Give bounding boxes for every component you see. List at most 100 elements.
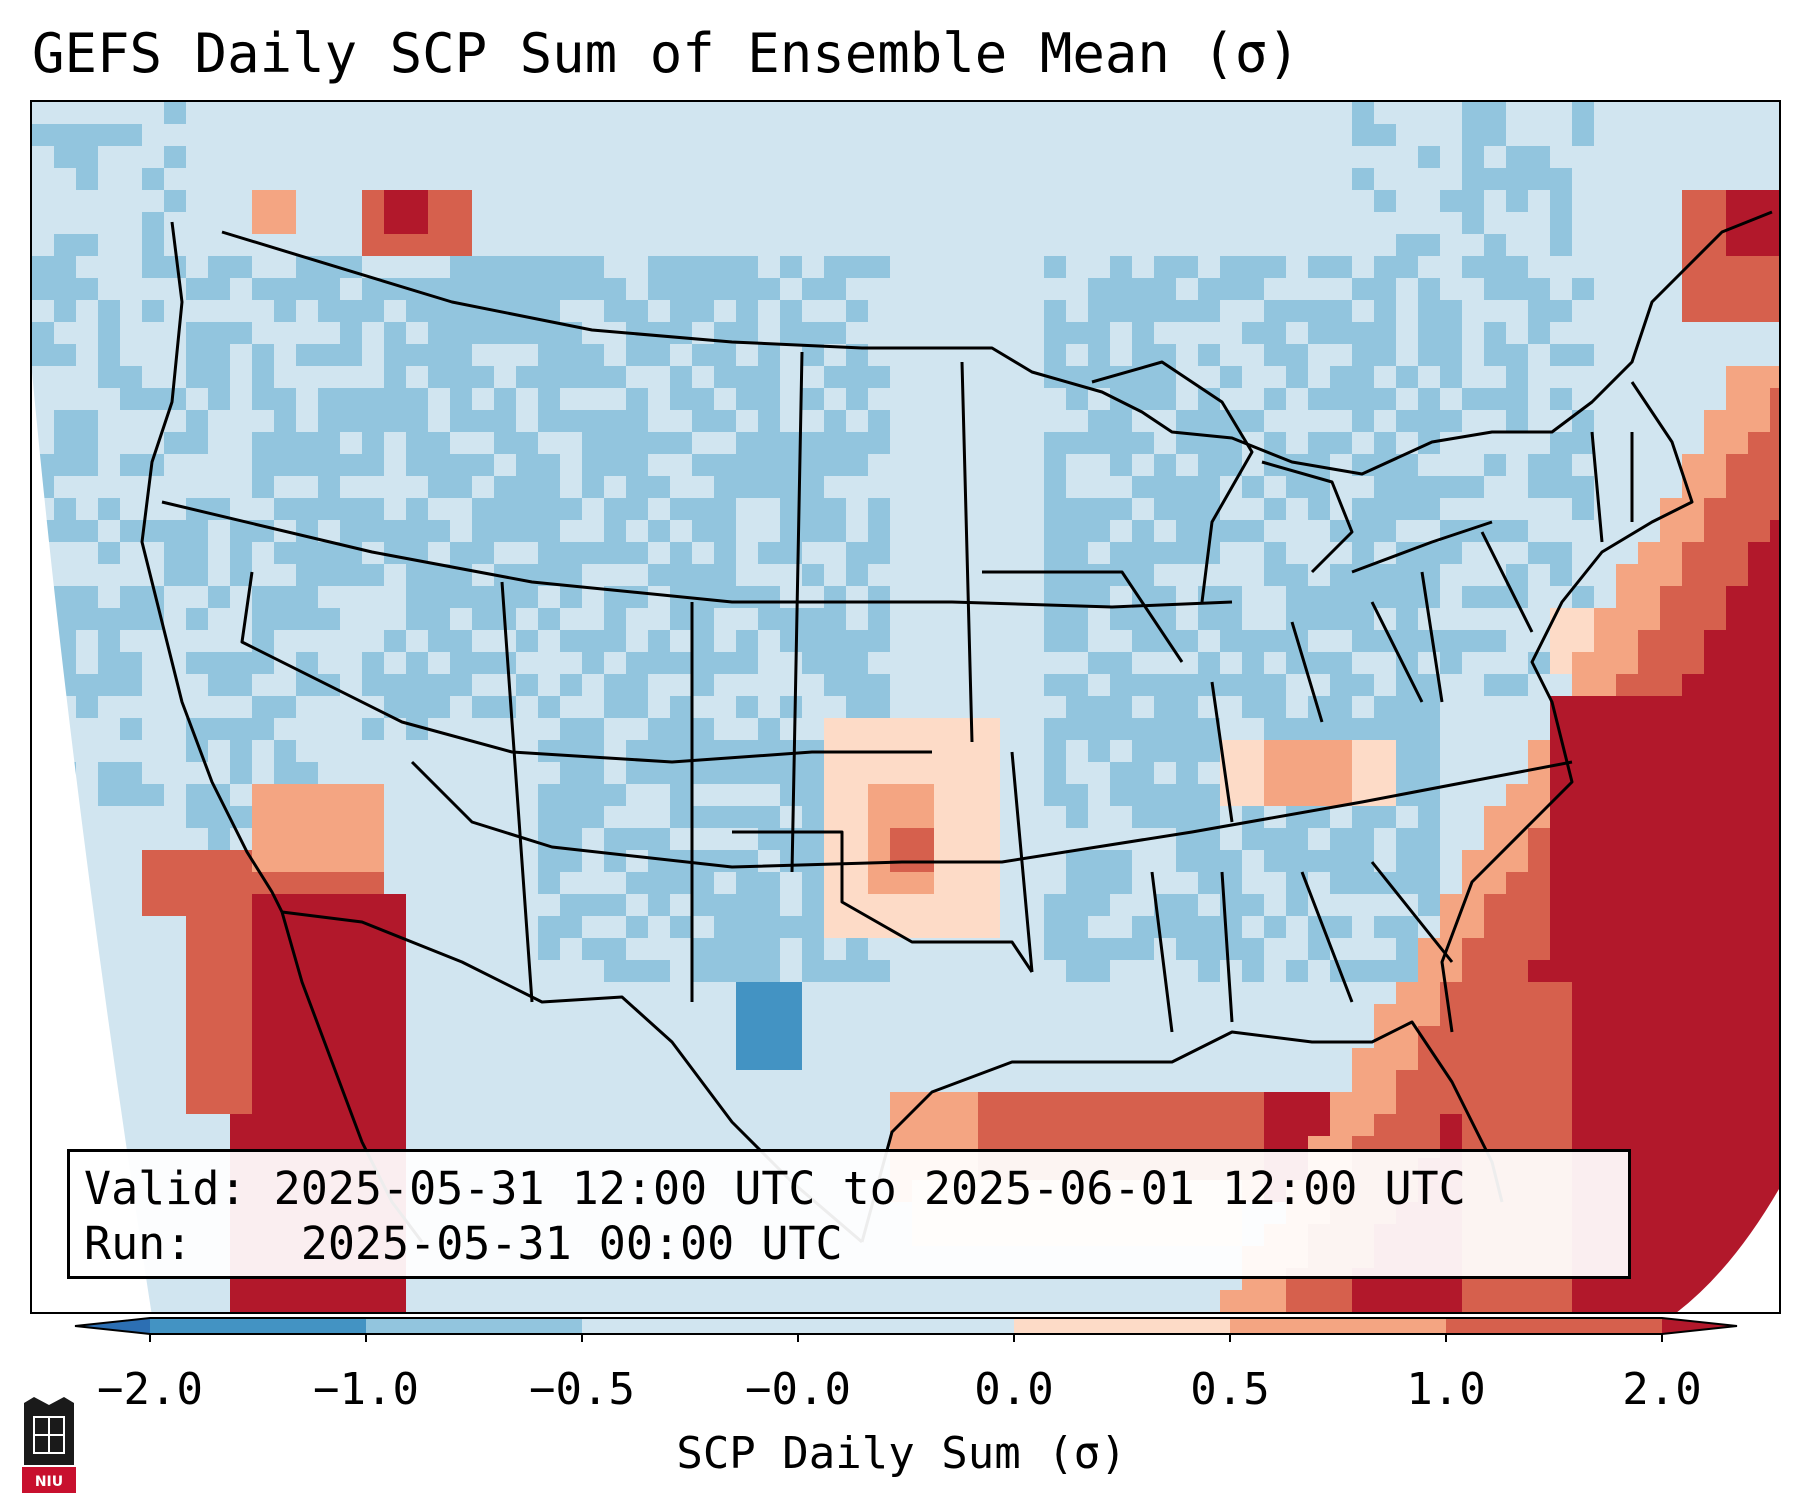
field-cell <box>208 432 231 455</box>
field-cell <box>1660 608 1683 631</box>
colorbar-tick-label: 0.0 <box>974 1364 1054 1415</box>
field-cell <box>450 168 473 191</box>
field-cell <box>1308 388 1331 411</box>
field-cell <box>692 740 715 763</box>
field-cell <box>76 630 99 653</box>
field-cell <box>186 542 209 565</box>
field-cell <box>560 960 583 983</box>
field-cell <box>296 234 319 257</box>
field-cell <box>1594 1114 1617 1137</box>
field-cell <box>846 432 869 455</box>
field-cell <box>802 190 825 213</box>
field-cell <box>1000 300 1023 323</box>
field-cell <box>252 542 275 565</box>
field-cell <box>582 498 605 521</box>
field-cell <box>1506 124 1529 147</box>
field-cell <box>978 234 1001 257</box>
field-cell <box>956 762 979 785</box>
field-cell <box>560 256 583 279</box>
field-cell <box>1132 674 1155 697</box>
field-cell <box>1594 740 1617 763</box>
field-cell <box>230 696 253 719</box>
field-cell <box>1572 960 1595 983</box>
run-label: Run: <box>84 1217 193 1270</box>
field-cell <box>1616 872 1639 895</box>
field-cell <box>1506 1312 1529 1314</box>
field-cell <box>1704 1026 1727 1049</box>
field-cell <box>934 476 957 499</box>
field-cell <box>582 410 605 433</box>
field-cell <box>406 894 429 917</box>
field-cell <box>890 762 913 785</box>
field-cell <box>934 762 957 785</box>
field-cell <box>1198 476 1221 499</box>
field-cell <box>1330 652 1353 675</box>
map-panel[interactable] <box>30 100 1781 1314</box>
field-cell <box>120 190 143 213</box>
field-cell <box>1506 1290 1529 1312</box>
field-cell <box>934 696 957 719</box>
field-cell <box>1726 146 1749 169</box>
field-cell <box>1638 1312 1661 1314</box>
field-cell <box>1572 850 1595 873</box>
field-cell <box>1462 1092 1485 1115</box>
field-cell <box>978 916 1001 939</box>
field-cell <box>252 828 275 851</box>
field-cell <box>230 322 253 345</box>
field-cell <box>1330 696 1353 719</box>
field-cell <box>1154 762 1177 785</box>
field-cell <box>1396 1290 1419 1312</box>
field-cell <box>1726 1202 1749 1225</box>
field-cell <box>1528 146 1551 169</box>
field-cell <box>1374 212 1397 235</box>
field-cell <box>1000 168 1023 191</box>
field-cell <box>1440 146 1463 169</box>
field-cell <box>670 652 693 675</box>
field-cell <box>1286 740 1309 763</box>
field-cell <box>846 168 869 191</box>
field-cell <box>1352 190 1375 213</box>
field-cell <box>1462 894 1485 917</box>
field-cell <box>1506 300 1529 323</box>
field-cell <box>1000 344 1023 367</box>
field-cell <box>186 300 209 323</box>
field-cell <box>1132 300 1155 323</box>
field-cell <box>1572 674 1595 697</box>
field-cell <box>582 674 605 697</box>
field-cell <box>648 894 671 917</box>
field-cell <box>318 432 341 455</box>
field-cell <box>1132 168 1155 191</box>
field-cell <box>1748 586 1771 609</box>
field-cell <box>362 1004 385 1027</box>
field-cell <box>186 476 209 499</box>
field-cell <box>186 520 209 543</box>
field-cell <box>1044 168 1067 191</box>
field-cell <box>472 542 495 565</box>
map-canvas[interactable] <box>32 102 1781 1314</box>
field-cell <box>824 1026 847 1049</box>
colorbar-tick-labels: −2.0 −1.0 −0.5 −0.0 0.0 0.5 1.0 2.0 <box>0 1360 1803 1420</box>
field-cell <box>1550 850 1573 873</box>
field-cell <box>120 520 143 543</box>
field-cell <box>1176 718 1199 741</box>
field-cell <box>1022 1092 1045 1115</box>
field-cell <box>494 564 517 587</box>
field-cell <box>406 1114 429 1137</box>
field-cell <box>1154 696 1177 719</box>
field-cell <box>978 102 1001 125</box>
field-cell <box>956 168 979 191</box>
field-cell <box>978 784 1001 807</box>
field-cell <box>1286 674 1309 697</box>
field-cell <box>604 520 627 543</box>
field-cell <box>186 146 209 169</box>
field-cell <box>582 564 605 587</box>
field-cell <box>208 146 231 169</box>
field-cell <box>1748 850 1771 873</box>
field-cell <box>494 960 517 983</box>
field-cell <box>846 278 869 301</box>
field-cell <box>1440 630 1463 653</box>
field-cell <box>1374 1114 1397 1137</box>
field-cell <box>1440 410 1463 433</box>
field-cell <box>274 146 297 169</box>
field-cell <box>1550 674 1573 697</box>
